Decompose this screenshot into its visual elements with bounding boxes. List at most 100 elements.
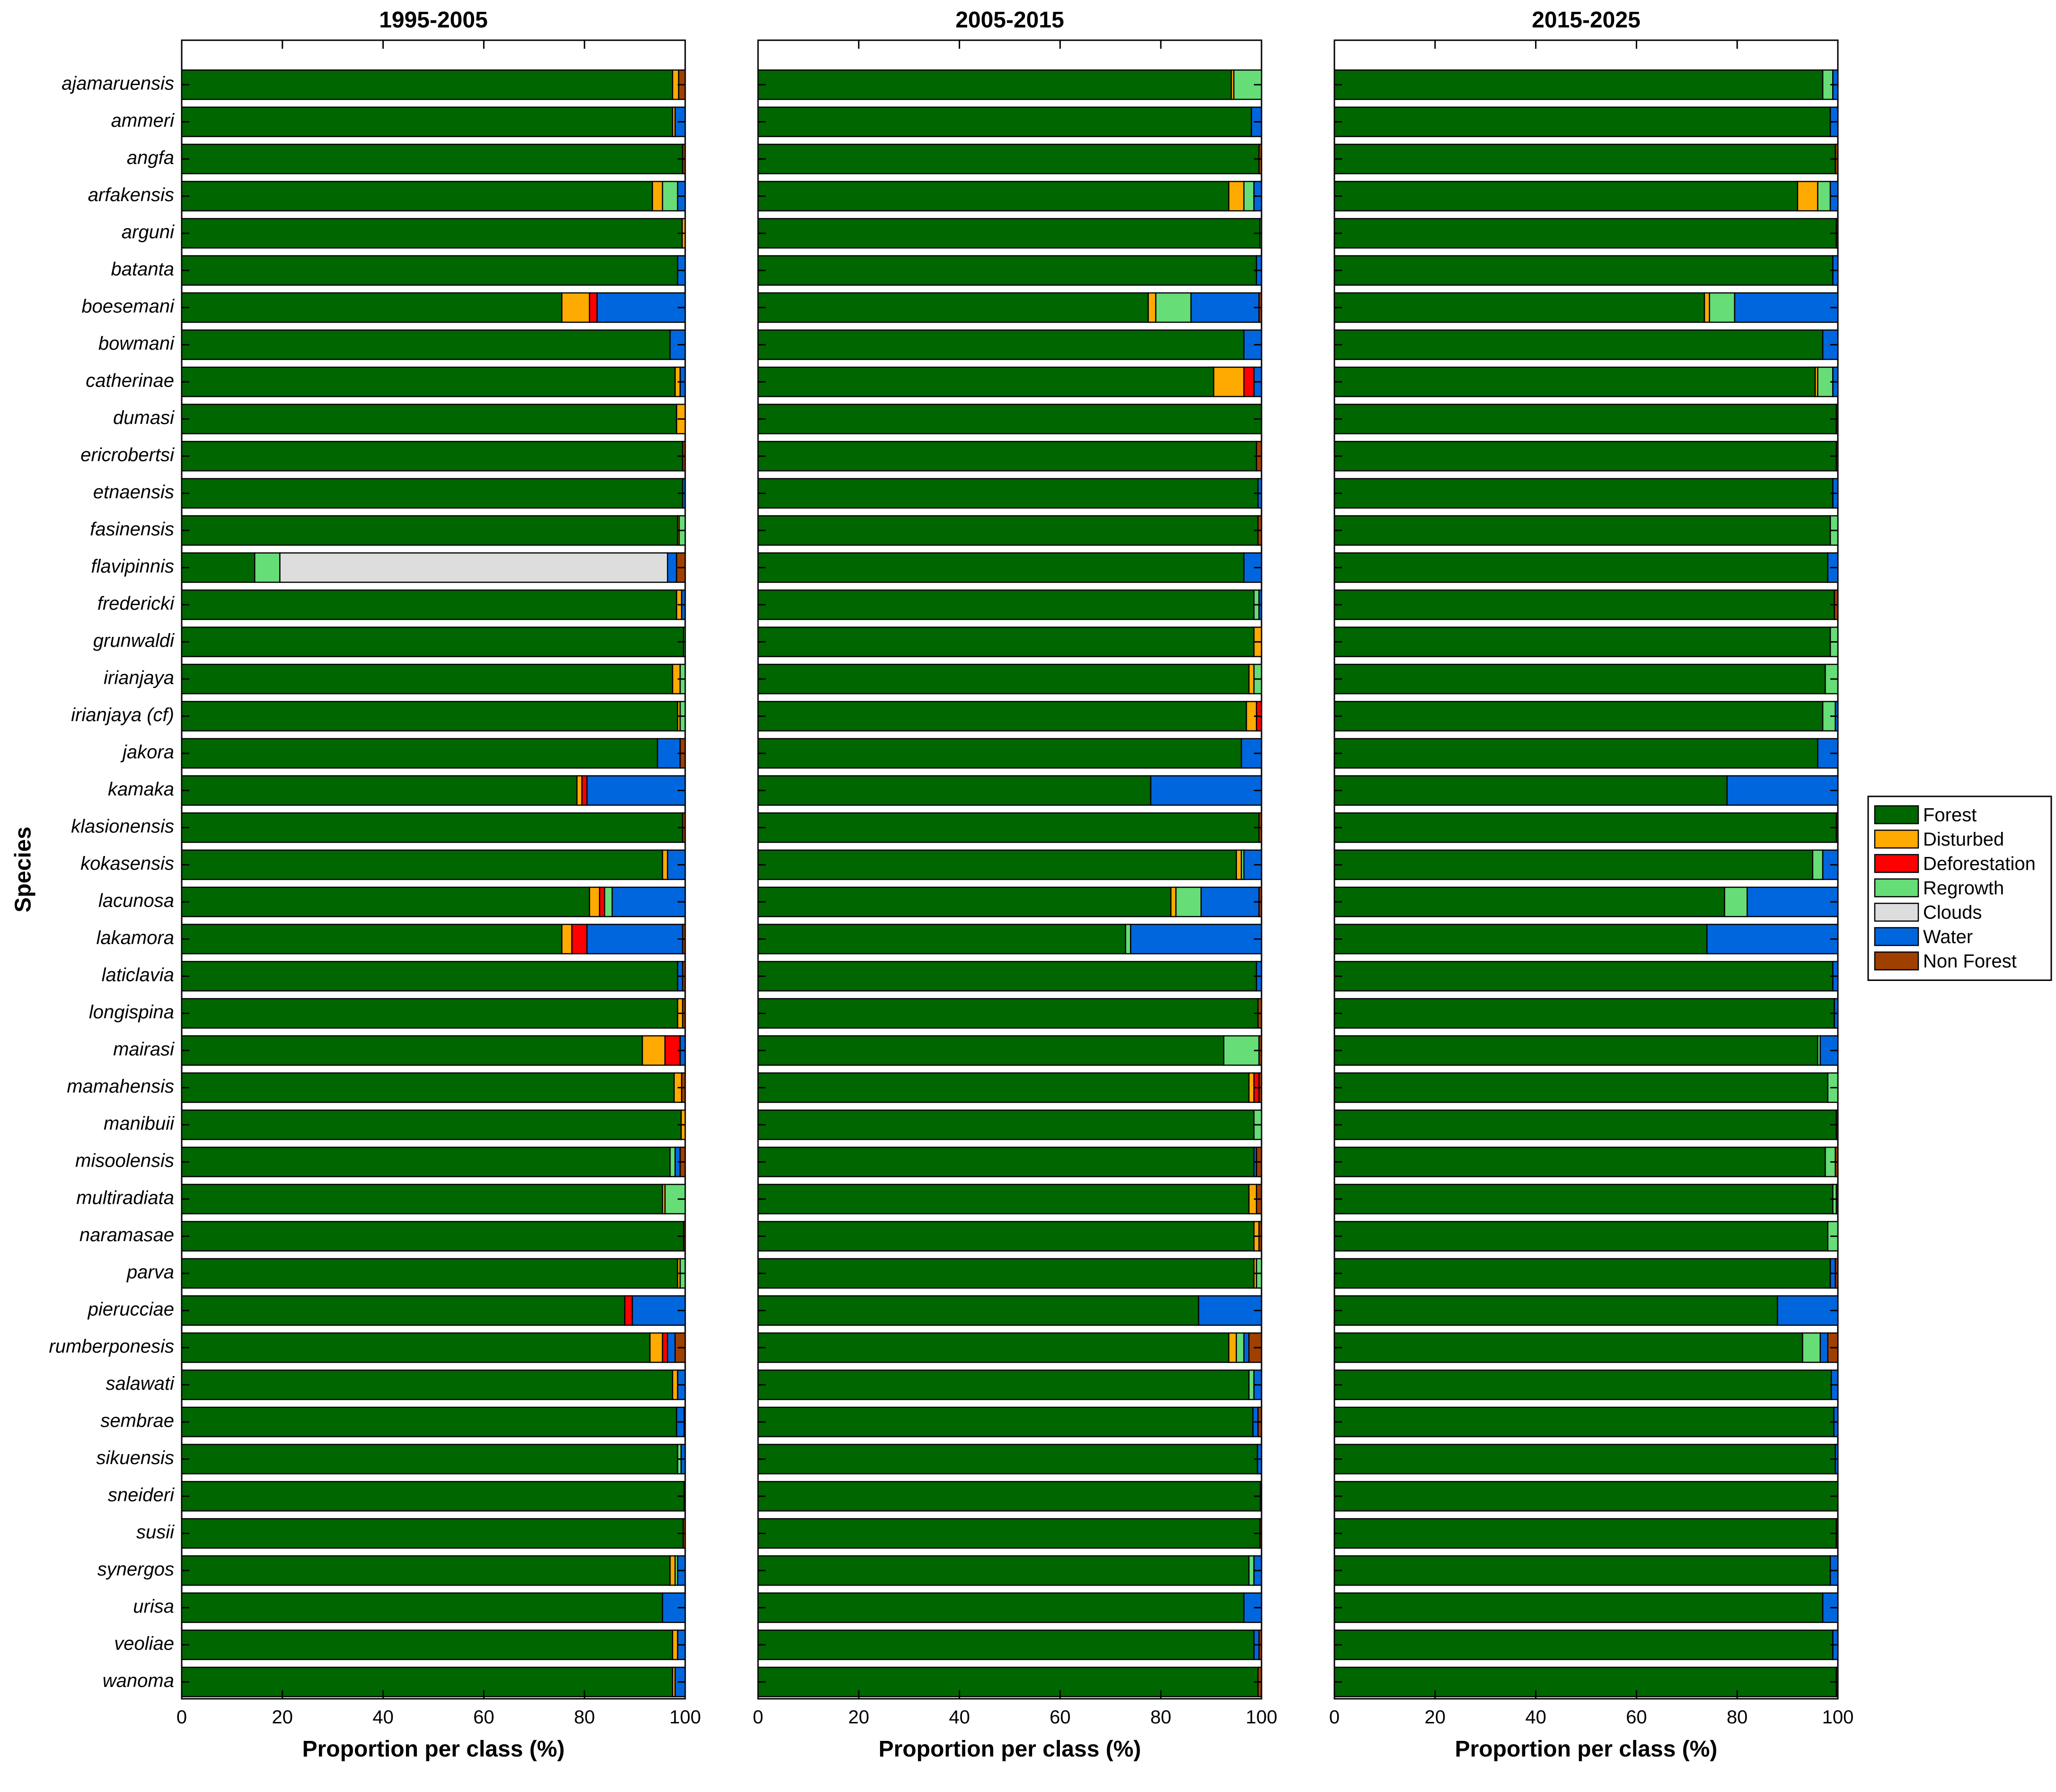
x-tick-label: 0 <box>753 1707 763 1728</box>
bar-segment <box>1333 1555 1831 1586</box>
bar-segment <box>1333 886 1725 918</box>
species-label: kokasensis <box>80 853 174 874</box>
bar-segment <box>181 69 673 100</box>
bar-segment <box>757 366 1215 397</box>
bar-segment <box>181 663 673 695</box>
bar-segment <box>1333 663 1826 695</box>
bar-segment <box>1333 1035 1818 1066</box>
bar-segment <box>1235 1332 1245 1363</box>
bar-segment <box>254 552 281 583</box>
bar-segment <box>1817 181 1831 212</box>
bar-segment <box>757 1481 1262 1512</box>
bar-segment <box>1333 552 1828 583</box>
bar-segment <box>589 292 598 323</box>
bar-segment <box>757 441 1257 472</box>
bar-segment <box>1248 663 1255 695</box>
bar-segment <box>1802 1332 1821 1363</box>
bar-segment <box>181 924 563 954</box>
bar-segment <box>181 1481 685 1512</box>
bar-segment <box>757 849 1237 880</box>
bar-segment <box>1228 181 1245 212</box>
bar-segment <box>181 1332 651 1363</box>
species-label: fasinensis <box>90 519 174 540</box>
bar-segment <box>576 775 583 806</box>
bar-segment <box>757 1221 1255 1252</box>
legend-label: Clouds <box>1923 902 1982 923</box>
bar-segment <box>1819 1332 1828 1363</box>
bar-segment <box>181 478 683 509</box>
bar-segment <box>181 849 663 880</box>
x-tick-label: 40 <box>1525 1707 1546 1728</box>
bar-segment <box>1709 292 1736 323</box>
bar-segment <box>181 1592 663 1623</box>
legend-swatch <box>1874 951 1919 971</box>
bar-segment <box>632 1295 686 1326</box>
bar-segment <box>1243 181 1255 212</box>
bar-segment <box>757 1629 1255 1660</box>
species-label: manibuii <box>104 1113 175 1134</box>
bar-segment <box>1333 1667 1837 1697</box>
bar-segment <box>1333 1629 1834 1660</box>
legend-swatch <box>1874 830 1919 849</box>
bar-segment <box>1333 961 1834 992</box>
species-label: irianjaya (cf) <box>71 705 174 725</box>
bar-segment <box>181 738 658 769</box>
legend-label: Regrowth <box>1923 878 2004 899</box>
bar-segment <box>1724 886 1748 918</box>
bar-segment <box>652 181 663 212</box>
bar-segment <box>181 366 676 397</box>
bar-segment <box>642 1035 666 1066</box>
bar-segment <box>667 1332 676 1363</box>
species-label: wanoma <box>103 1670 174 1691</box>
bar-segment <box>667 552 678 583</box>
bar-segment <box>757 1369 1250 1400</box>
bar-segment <box>181 589 678 620</box>
bar-segment <box>181 441 683 472</box>
bar-segment <box>757 738 1242 769</box>
bar-segment <box>181 1555 671 1586</box>
bar-segment <box>1243 1332 1250 1363</box>
bar-segment <box>181 627 685 657</box>
bar-segment <box>757 1183 1250 1215</box>
chart-panel: 2015-2025 0 20 40 60 80 100 Proportion per clas… <box>1329 8 1854 1762</box>
x-tick-label: 20 <box>1425 1707 1446 1728</box>
bar-segment <box>1235 849 1242 880</box>
species-label: naramasae <box>79 1225 174 1245</box>
bar-segment <box>181 552 256 583</box>
x-tick-label: 60 <box>1626 1707 1647 1728</box>
bar-segment <box>1198 1295 1262 1326</box>
x-axis-title: Proportion per class (%) <box>1455 1737 1718 1762</box>
bar-segment <box>181 218 683 249</box>
legend: Forest Disturbed Deforestation Regrowth Clou… <box>1867 795 2052 981</box>
bar-segment <box>1333 1369 1832 1400</box>
bar-segment <box>1130 924 1262 954</box>
chart-panel: 1995-2005 0 20 40 60 80 100 Proportion per clas… <box>176 8 701 1762</box>
bar-segment <box>1248 1072 1255 1103</box>
bar-segment <box>672 1629 679 1660</box>
bar-segment <box>757 255 1257 286</box>
species-label: mamahensis <box>67 1076 174 1097</box>
species-label: sneideri <box>108 1485 175 1506</box>
legend-label: Non Forest <box>1923 951 2017 971</box>
legend-swatch <box>1874 927 1919 946</box>
bar-segment <box>757 552 1245 583</box>
bar-segment <box>1333 849 1814 880</box>
bar-segment <box>1333 329 1824 360</box>
x-axis-title: Proportion per class (%) <box>302 1737 565 1762</box>
species-label: ericrobertsi <box>80 445 175 466</box>
bar-segment <box>757 998 1259 1029</box>
bar-segment <box>757 1109 1255 1140</box>
bar-segment <box>181 515 679 546</box>
bar-segment <box>181 1035 643 1066</box>
bar-segment <box>1333 106 1831 137</box>
bar-segment <box>757 478 1259 509</box>
species-label: jakora <box>120 742 174 763</box>
legend-swatch <box>1874 902 1919 922</box>
bar-segment <box>611 886 686 918</box>
y-axis-title: Species <box>11 827 36 912</box>
bar-segment <box>181 143 683 175</box>
bar-segment <box>657 738 681 769</box>
bar-segment <box>757 1072 1250 1103</box>
bar-segment <box>586 924 683 954</box>
species-label: rumberponesis <box>49 1336 174 1357</box>
